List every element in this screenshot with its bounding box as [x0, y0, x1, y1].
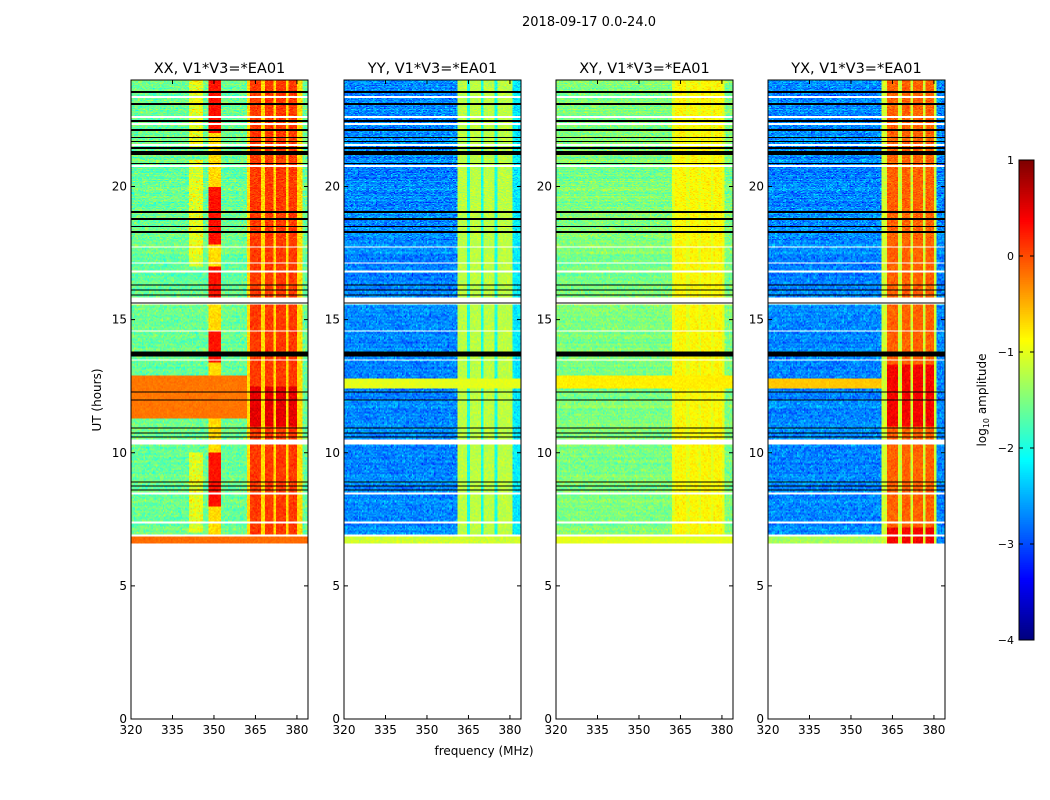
panel-title: XY, V1*V3=*EA01	[579, 61, 709, 77]
y-tick-label: 5	[544, 579, 552, 593]
y-tick-label: 20	[325, 180, 340, 194]
x-tick-label: 350	[840, 723, 863, 737]
x-tick-label: 380	[498, 723, 521, 737]
y-tick-label: 10	[325, 446, 340, 460]
panel-title: YX, V1*V3=*EA01	[790, 61, 921, 77]
colorbar-tick-label: −1	[998, 346, 1014, 359]
panel-frame	[343, 79, 522, 720]
x-tick-label: 320	[545, 723, 568, 737]
colorbar-frame	[1018, 159, 1035, 641]
x-tick-label: 320	[757, 723, 780, 737]
heatmap-xy	[556, 80, 733, 719]
y-tick-label: 0	[544, 712, 552, 726]
y-tick-label: 0	[119, 712, 127, 726]
suptitle: 2018-09-17 0.0-24.0	[522, 15, 656, 30]
y-tick-label: 0	[756, 712, 764, 726]
x-tick-label: 350	[203, 723, 226, 737]
x-tick-label: 380	[710, 723, 733, 737]
heatmap-xx	[131, 80, 308, 719]
y-tick-label: 0	[332, 712, 340, 726]
x-tick-label: 365	[457, 723, 480, 737]
x-axis-label: frequency (MHz)	[434, 744, 533, 758]
x-tick-label: 365	[244, 723, 267, 737]
panel-frame	[555, 79, 734, 720]
y-tick-label: 20	[749, 180, 764, 194]
y-tick-label: 20	[112, 180, 127, 194]
y-tick-label: 5	[119, 579, 127, 593]
heatmap-yx	[768, 80, 945, 719]
colorbar-tick-label: 0	[1007, 250, 1014, 263]
colorbar-tick-label: −2	[998, 442, 1014, 455]
y-tick-label: 15	[749, 313, 764, 327]
y-tick-label: 20	[537, 180, 552, 194]
y-tick-label: 10	[112, 446, 127, 460]
x-tick-label: 350	[628, 723, 651, 737]
colorbar-tick-label: −4	[998, 634, 1014, 647]
panel-title: YY, V1*V3=*EA01	[367, 61, 497, 77]
x-tick-label: 380	[922, 723, 945, 737]
panel-title: XX, V1*V3=*EA01	[154, 61, 286, 77]
y-axis-label: UT (hours)	[90, 368, 104, 431]
x-tick-label: 335	[374, 723, 397, 737]
heatmap-yy	[344, 80, 521, 719]
y-tick-label: 5	[332, 579, 340, 593]
x-tick-label: 320	[333, 723, 356, 737]
x-tick-label: 335	[586, 723, 609, 737]
x-tick-label: 335	[161, 723, 184, 737]
colorbar-tick-label: −3	[998, 538, 1014, 551]
y-tick-label: 15	[537, 313, 552, 327]
panel-frame	[767, 79, 946, 720]
x-tick-label: 365	[881, 723, 904, 737]
y-tick-label: 15	[112, 313, 127, 327]
x-tick-label: 320	[120, 723, 143, 737]
panel-frame	[130, 79, 309, 720]
colorbar-tick-label: 1	[1007, 154, 1014, 167]
x-tick-label: 335	[798, 723, 821, 737]
x-tick-label: 350	[416, 723, 439, 737]
colorbar-label: log10 amplitude	[975, 354, 991, 447]
y-tick-label: 5	[756, 579, 764, 593]
y-tick-label: 10	[537, 446, 552, 460]
colorbar-gradient	[1019, 160, 1034, 640]
y-tick-label: 10	[749, 446, 764, 460]
y-tick-label: 15	[325, 313, 340, 327]
x-tick-label: 365	[669, 723, 692, 737]
x-tick-label: 380	[285, 723, 308, 737]
